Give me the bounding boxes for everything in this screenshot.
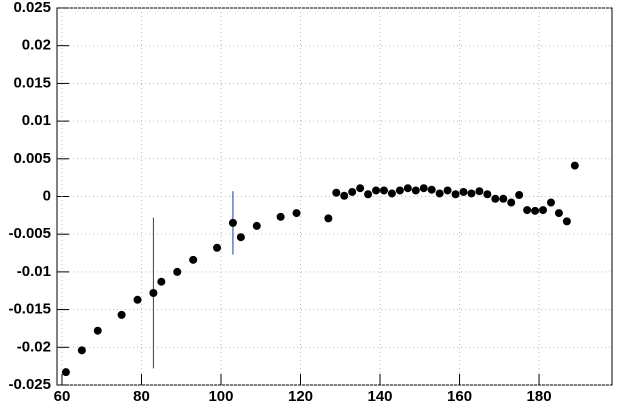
point bbox=[228, 218, 237, 227]
point bbox=[332, 188, 341, 197]
x-tick-label: 160 bbox=[447, 388, 472, 405]
point bbox=[324, 214, 333, 223]
point bbox=[157, 277, 166, 286]
point bbox=[379, 186, 388, 195]
y-tick-label: 0.01 bbox=[22, 112, 51, 129]
point bbox=[77, 346, 86, 355]
point bbox=[507, 198, 516, 207]
y-tick-label: 0 bbox=[43, 187, 51, 204]
point bbox=[403, 184, 412, 193]
x-tick-label: 60 bbox=[54, 388, 71, 405]
point bbox=[173, 267, 182, 276]
point bbox=[427, 185, 436, 194]
x-tick-label: 180 bbox=[527, 388, 552, 405]
y-tick-label: -0.005 bbox=[8, 225, 51, 242]
y-tick-label: 0.02 bbox=[22, 37, 51, 54]
point bbox=[539, 206, 548, 215]
point bbox=[133, 295, 142, 304]
point bbox=[531, 206, 540, 215]
point bbox=[499, 194, 508, 203]
point bbox=[372, 186, 381, 195]
point bbox=[276, 212, 285, 221]
point bbox=[387, 189, 396, 198]
point bbox=[546, 198, 555, 207]
x-tick-label: 120 bbox=[288, 388, 313, 405]
x-tick-label: 80 bbox=[133, 388, 150, 405]
point bbox=[117, 310, 126, 319]
y-tick-label: 0.025 bbox=[13, 0, 51, 16]
point bbox=[364, 190, 373, 199]
y-tick-label: -0.01 bbox=[17, 263, 51, 280]
point bbox=[348, 187, 357, 196]
point bbox=[475, 187, 484, 196]
point bbox=[292, 209, 301, 218]
point bbox=[451, 190, 460, 199]
point bbox=[491, 194, 500, 203]
point bbox=[252, 221, 261, 230]
point bbox=[419, 184, 428, 193]
y-tick-label: -0.025 bbox=[8, 376, 51, 393]
y-tick-label: -0.02 bbox=[17, 338, 51, 355]
point bbox=[443, 186, 452, 195]
point bbox=[149, 289, 158, 298]
point bbox=[213, 243, 222, 252]
point bbox=[411, 186, 420, 195]
point bbox=[562, 217, 571, 226]
point bbox=[435, 189, 444, 198]
point bbox=[554, 209, 563, 218]
y-tick-label: 0.015 bbox=[13, 74, 51, 91]
point bbox=[340, 191, 349, 200]
x-tick-label: 140 bbox=[368, 388, 393, 405]
point bbox=[236, 233, 245, 242]
point bbox=[356, 184, 365, 193]
point bbox=[459, 187, 468, 196]
point bbox=[483, 190, 492, 199]
point bbox=[570, 161, 579, 170]
x-tick-label: 100 bbox=[208, 388, 233, 405]
y-tick-label: -0.015 bbox=[8, 301, 51, 318]
point bbox=[189, 255, 198, 264]
point bbox=[93, 326, 102, 335]
point bbox=[395, 186, 404, 195]
point bbox=[61, 368, 70, 377]
point bbox=[467, 189, 476, 198]
y-tick-label: 0.005 bbox=[13, 150, 51, 167]
point bbox=[515, 190, 524, 199]
point bbox=[523, 206, 532, 215]
